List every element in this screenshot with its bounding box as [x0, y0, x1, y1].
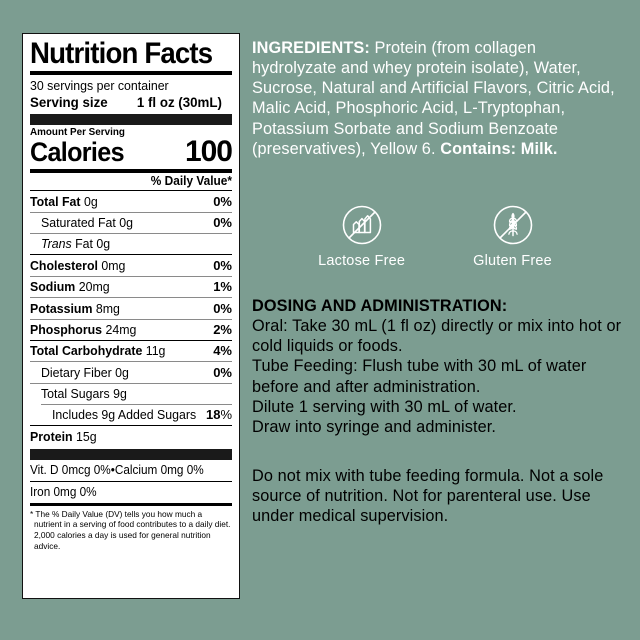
serving-size-value: 1 fl oz (30mL)	[136, 94, 222, 111]
certification-badges: Lactose Free Gluten Free	[252, 202, 618, 269]
ingredients-label: INGREDIENTS:	[252, 39, 370, 57]
nutrient-dv-total-fat: 0%	[213, 193, 232, 209]
nutrient-row-trans-fat: Trans Fat 0g	[30, 234, 232, 254]
serving-size-label: Serving size	[30, 94, 108, 111]
row-divider	[30, 480, 232, 482]
nutrient-row-dietary-fiber: Dietary Fiber 0g 0%	[30, 362, 232, 382]
daily-value-header: % Daily Value*	[150, 173, 232, 188]
wheat-stalk-no-icon	[493, 205, 532, 245]
milk-carton-no-icon	[342, 205, 381, 245]
nutrient-amount-phosphorus: 24mg	[102, 321, 137, 337]
nutrient-name-saturated-fat: Saturated Fat 0g	[41, 215, 134, 231]
calories-row: Calories 100	[30, 134, 233, 168]
nutrition-facts-title: Nutrition Facts	[30, 37, 213, 70]
nutrient-dv-phosphorus: 2%	[213, 321, 232, 337]
row-divider	[30, 361, 232, 363]
dosing-line-tube-feeding: Tube Feeding: Flush tube with 30 mL of w…	[252, 357, 587, 396]
row-divider	[30, 425, 232, 427]
nutrient-row-phosphorus: Phosphorus 24mg 2%	[30, 320, 232, 340]
nutrient-name-potassium: Potassium	[30, 300, 93, 316]
row-divider	[30, 275, 232, 277]
nutrient-name-added-sugars: Includes 9g Added Sugars	[52, 407, 197, 423]
calories-value: 100	[184, 134, 233, 168]
nutrient-name-sodium: Sodium	[30, 279, 76, 295]
nutrient-amount-sodium: 20mg	[75, 279, 110, 295]
nutrient-name-total-carbohydrate: Total Carbohydrate	[30, 343, 143, 359]
nutrient-name-phosphorus: Phosphorus	[30, 321, 103, 337]
nutrient-amount-trans-fat: Fat 0g	[71, 236, 111, 252]
nutrient-name-protein: Protein	[30, 428, 73, 444]
nutrient-row-total-sugars: Total Sugars 9g	[30, 384, 232, 404]
dosing-line-dilute: Dilute 1 serving with 30 mL of water.	[252, 397, 517, 416]
dosing-line-oral: Oral: Take 30 mL (1 fl oz) directly or m…	[252, 317, 622, 356]
thick-bar-top	[30, 114, 232, 126]
nutrient-amount-protein: 15g	[72, 428, 97, 444]
nutrient-amount-total-fat: 0g	[80, 193, 98, 209]
row-divider	[30, 211, 232, 213]
row-divider	[30, 254, 232, 256]
nutrient-dv-added-sugars: 18	[205, 407, 221, 423]
nutrient-amount-potassium: 8mg	[92, 300, 120, 316]
divider-above-footnote	[30, 502, 232, 506]
nutrient-name-trans: Trans	[41, 236, 72, 252]
nutrient-name-cholesterol: Cholesterol	[30, 257, 98, 273]
nutrient-name-total-fat: Total Fat	[30, 193, 81, 209]
divider-under-title	[30, 71, 232, 75]
ingredients-body: Protein (from collagen hydrolyzate and w…	[252, 39, 615, 158]
serving-size-row: Serving size 1 fl oz (30mL)	[30, 94, 222, 111]
divider-under-calories	[30, 168, 232, 173]
nutrient-row-saturated-fat: Saturated Fat 0g 0%	[30, 213, 232, 233]
dosing-block: DOSING AND ADMINISTRATION: Oral: Take 30…	[252, 296, 624, 437]
badge-gluten-free: Gluten Free	[473, 202, 552, 269]
dosing-line-syringe: Draw into syringe and administer.	[252, 417, 497, 436]
warnings-text: Do not mix with tube feeding formula. No…	[252, 467, 604, 526]
nutrient-amount-cholesterol: 0mg	[97, 257, 126, 273]
badge-lactose-free: Lactose Free	[318, 202, 405, 269]
row-divider	[30, 233, 232, 235]
nutrition-facts-panel: Nutrition Facts 30 servings per containe…	[22, 33, 240, 599]
nutrient-dv-saturated-fat: 0%	[213, 215, 232, 231]
row-divider	[30, 339, 232, 341]
ingredients-block: INGREDIENTS: Protein (from collagen hydr…	[252, 38, 618, 159]
contains-allergens: Contains: Milk.	[440, 139, 558, 158]
ingredients-paragraph: INGREDIENTS: Protein (from collagen hydr…	[252, 38, 618, 159]
nutrient-row-sodium: Sodium 20mg 1%	[30, 277, 232, 297]
divider-dv	[30, 190, 232, 192]
row-divider	[30, 382, 232, 384]
nutrient-row-cholesterol: Cholesterol 0mg 0%	[30, 255, 232, 275]
nutrient-row-total-fat: Total Fat 0g 0%	[30, 191, 232, 211]
micronutrient-row-vitd-calcium: Vit. D 0mcg 0%•Calcium 0mg 0%	[30, 462, 204, 477]
nutrient-dv-sodium: 1%	[213, 279, 232, 295]
amount-per-serving-label: Amount Per Serving	[30, 126, 125, 139]
row-divider	[30, 297, 232, 299]
nutrient-row-added-sugars: Includes 9g Added Sugars 18%	[30, 405, 232, 425]
nutrient-dv-cholesterol: 0%	[213, 257, 232, 273]
micronutrient-row-iron: Iron 0mg 0%	[30, 484, 97, 499]
nutrient-dv-dietary-fiber: 0%	[213, 364, 232, 380]
badge-label-lactose-free: Lactose Free	[318, 253, 406, 269]
row-divider	[41, 404, 232, 406]
nutrient-row-protein: Protein 15g	[30, 426, 232, 446]
daily-value-footnote: * The % Daily Value (DV) tells you how m…	[30, 508, 231, 551]
row-divider	[30, 318, 232, 320]
nutrient-name-dietary-fiber: Dietary Fiber 0g	[41, 364, 129, 380]
thick-bar-bottom	[30, 448, 232, 460]
nutrient-row-potassium: Potassium 8mg 0%	[30, 298, 232, 318]
badge-label-gluten-free: Gluten Free	[473, 253, 552, 269]
nutrient-dv-total-carbohydrate: 4%	[213, 343, 232, 359]
servings-per-container: 30 servings per container	[30, 78, 169, 93]
nutrient-name-total-sugars: Total Sugars 9g	[41, 386, 127, 402]
nutrient-dv-potassium: 0%	[213, 300, 232, 316]
percent-symbol-added-sugars: %	[220, 407, 232, 423]
nutrient-amount-total-carbohydrate: 11g	[142, 343, 166, 359]
calories-label: Calories	[30, 136, 125, 167]
nutrient-row-total-carbohydrate: Total Carbohydrate 11g 4%	[30, 341, 232, 361]
warnings-block: Do not mix with tube feeding formula. No…	[252, 466, 624, 526]
dosing-heading: DOSING AND ADMINISTRATION:	[252, 297, 508, 315]
